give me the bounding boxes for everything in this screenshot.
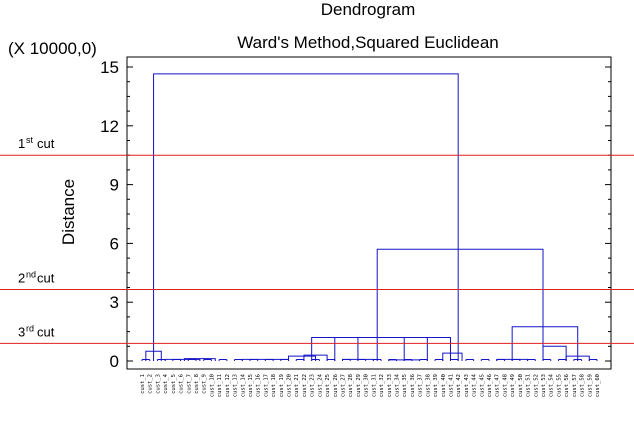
leaf-label: cust_26 <box>333 374 339 397</box>
merge-link <box>153 73 459 361</box>
leaf-label: cust_50 <box>518 374 524 397</box>
leaf-label: cust_16 <box>256 374 262 397</box>
leaf-label: cust_15 <box>248 374 254 397</box>
leaf-label: cust_18 <box>271 374 277 397</box>
leaf-label: cust_58 <box>580 374 586 397</box>
leaf-label: cust_40 <box>441 374 447 397</box>
leaf-label: cust_53 <box>541 374 547 397</box>
cut-suffix: st <box>26 135 34 145</box>
leaf-label: cust_49 <box>510 374 516 397</box>
y-tick-label: 12 <box>100 117 119 136</box>
leaf-label: cust_23 <box>310 374 316 397</box>
leaf-label: cust_2 <box>148 374 154 394</box>
leaf-label: cust_10 <box>209 374 215 397</box>
dendrogram-links <box>141 73 598 361</box>
leaf-label: cust_32 <box>379 374 385 397</box>
leaf-label: cust_52 <box>533 374 539 397</box>
leaf-label: cust_39 <box>433 374 439 397</box>
y-axis-label: Distance <box>59 179 78 245</box>
leaf-label: cust_44 <box>472 373 478 397</box>
merge-link <box>288 355 317 361</box>
merge-link <box>442 352 463 361</box>
merge-link <box>542 345 567 361</box>
leaf-label: cust_51 <box>526 374 532 397</box>
y-tick-label: 9 <box>110 176 119 195</box>
leaf-label: cust_22 <box>302 374 308 397</box>
leaf-label: cust_34 <box>394 373 400 397</box>
cut-suffix: nd <box>26 269 36 279</box>
chart-title: Dendrogram <box>321 0 416 19</box>
cut-word: cut <box>37 324 55 339</box>
y-tick-label: 15 <box>100 58 119 77</box>
leaf-label: cust_45 <box>479 374 485 397</box>
leaf-label: cust_37 <box>418 374 424 397</box>
leaf-label: cust_6 <box>179 374 185 394</box>
leaf-label: cust_12 <box>225 374 231 397</box>
y-tick-label: 3 <box>110 293 119 312</box>
leaf-label: cust_24 <box>317 373 323 397</box>
leaf-label: cust_42 <box>456 374 462 397</box>
y-axis-ticks: 0 3 6 9 12 15 <box>100 58 611 371</box>
leaf-label: cust_60 <box>595 374 601 397</box>
cut-word: cut <box>37 270 55 285</box>
leaf-label: cust_13 <box>233 374 239 397</box>
leaf-label: cust_46 <box>487 374 493 397</box>
leaf-label: cust_3 <box>155 374 161 394</box>
cut-ordinal: 2 <box>18 270 25 285</box>
leaf-label: cust_54 <box>549 373 555 397</box>
leaf-label: cust_38 <box>425 374 431 397</box>
cut-suffix: rd <box>26 323 34 333</box>
leaf-label: cust_21 <box>294 374 300 397</box>
leaf-label: cust_56 <box>564 374 570 397</box>
y-tick-label: 0 <box>110 352 119 371</box>
merge-link <box>334 336 428 361</box>
cut-ordinal: 3 <box>18 324 25 339</box>
leaf-label: cust_55 <box>556 374 562 397</box>
leaf-label: cust_48 <box>502 374 508 397</box>
leaf-label: cust_41 <box>448 374 454 397</box>
leaf-label: cust_35 <box>402 374 408 397</box>
leaf-label: cust_9 <box>202 374 208 394</box>
merge-link <box>376 248 544 361</box>
leaf-label: cust_57 <box>572 374 578 397</box>
leaf-label: cust_19 <box>279 374 285 397</box>
leaf-label: cust_36 <box>410 374 416 397</box>
cut-word: cut <box>37 136 55 151</box>
leaf-label: cust_47 <box>495 374 501 397</box>
chart-subtitle: Ward's Method,Squared Euclidean <box>237 33 499 52</box>
leaf-label: cust_5 <box>171 374 177 394</box>
leaf-label: cust_31 <box>371 374 377 397</box>
cut-ordinal: 1 <box>18 136 25 151</box>
leaf-label: cust_1 <box>140 374 146 394</box>
leaf-labels: cust_1 cust_2 cust_3 cust_4 cust_5 cust_6 cust… <box>140 373 601 397</box>
leaf-label: cust_14 <box>240 373 246 397</box>
leaf-label: cust_25 <box>325 374 331 397</box>
leaf-label: cust_4 <box>163 373 169 394</box>
axis-multiplier-label: (X 10000,0) <box>8 39 97 58</box>
leaf-label: cust_17 <box>263 374 269 397</box>
leaf-label: cust_33 <box>387 374 393 397</box>
leaf-label: cust_11 <box>217 374 223 397</box>
leaf-label: cust_30 <box>364 374 370 397</box>
leaf-label: cust_28 <box>348 374 354 397</box>
leaf-label: cust_59 <box>587 374 593 397</box>
plot-frame <box>126 56 612 370</box>
merge-link <box>303 354 328 361</box>
leaf-label: cust_27 <box>341 374 347 397</box>
leaf-label: cust_43 <box>464 374 470 397</box>
leaf-label: cust_20 <box>287 374 293 397</box>
leaf-label: cust_29 <box>356 374 362 397</box>
y-tick-label: 6 <box>110 234 119 253</box>
merge-link <box>164 358 201 361</box>
leaf-label: cust_7 <box>186 374 192 394</box>
leaf-label: cust_8 <box>194 374 200 394</box>
